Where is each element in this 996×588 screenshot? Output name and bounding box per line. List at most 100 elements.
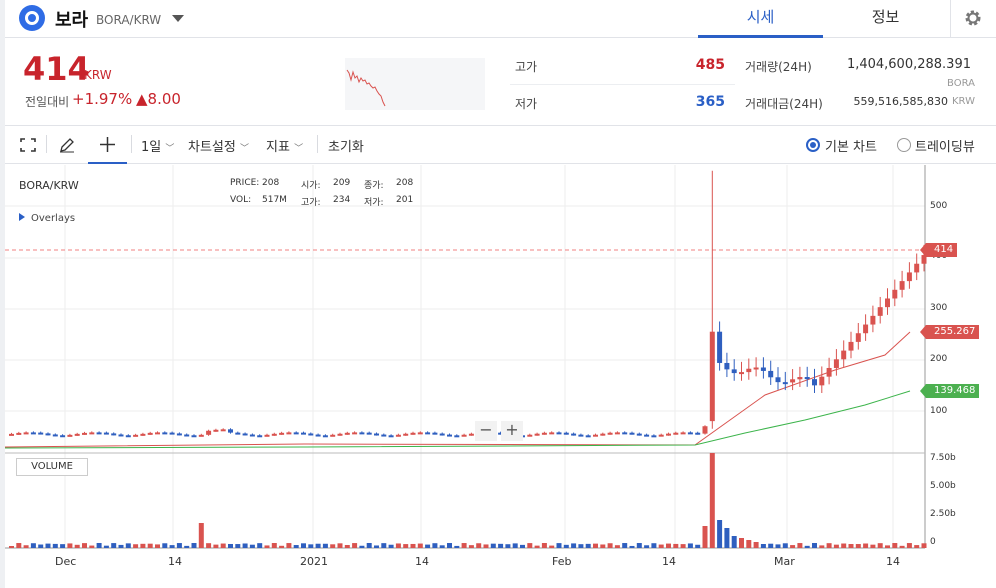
candle-body [279,432,285,435]
candle-body [257,435,263,438]
candle-body [176,433,182,436]
candle-body [724,362,730,370]
reset-button[interactable]: 초기화 [328,140,364,155]
x-tick: Dec [55,555,77,568]
candle-body [600,433,606,436]
indicators-menu[interactable]: 지표 ﹀ [266,136,303,155]
candle-body [103,432,109,435]
x-tick: 14 [886,555,900,568]
candle-body [447,434,452,437]
volume-bar [140,543,146,548]
candle-body [395,434,401,437]
divider [317,135,318,153]
volume-bar [556,543,562,548]
candle-body [308,433,314,436]
volume-bar [359,545,365,548]
volume-bar [877,543,883,548]
fullscreen-icon[interactable] [20,138,36,152]
x-tick: 2021 [300,555,328,568]
ma2-tag: 139.468 [919,384,980,398]
exchange-app: 보라 BORA/KRW 시세 정보 414 KRW 전일대비 +1.97% ▲8… [5,0,996,588]
coin-name: 보라 [55,10,89,31]
tradingview-radio[interactable] [897,138,911,152]
candle-body [271,433,277,436]
candle-body [906,272,912,282]
volume-bar [96,543,102,548]
candle-body [454,435,460,438]
volume-bar [812,543,817,548]
candle-body [885,298,890,308]
chart-settings-menu[interactable]: 차트설정 ﹀ [188,136,249,155]
candle-body [556,432,562,435]
ohlc-low: 201 [396,195,414,205]
volume-bar [549,545,555,548]
indicators-label: 지표 [266,140,290,155]
volume-bar [60,544,66,548]
x-tick: 14 [415,555,429,568]
candle-body [9,433,14,436]
volume-bar [315,543,321,548]
candle-body [666,433,671,436]
overlays-toggle[interactable]: Overlays [19,213,75,224]
volume-bar [687,543,693,548]
candle-body [563,432,569,435]
volume-bar [841,543,847,548]
volume-bar [38,544,44,548]
candle-body [731,369,737,374]
candle-body [249,434,255,437]
candle-body [67,434,73,437]
candle-body [644,434,650,437]
candle-body [403,433,409,436]
volume-bar [220,543,226,548]
candle-body [892,289,898,299]
candle-body [651,435,657,438]
volume-unit: BORA [947,78,975,89]
volume-bar [82,543,87,548]
candle-body [198,434,204,437]
volume-bar [344,545,350,548]
candle-body [125,435,131,438]
candle-body [45,433,51,436]
chevron-down-icon: ﹀ [239,144,249,154]
volume-bar [702,526,708,548]
volume-bar [286,543,292,548]
candle-body [220,429,226,432]
bora-logo-icon [19,5,45,31]
basic-chart-radio[interactable] [806,138,820,152]
volume-bar [439,545,445,548]
candle-body [228,429,233,433]
x-tick: 14 [168,555,182,568]
volume-bar [249,544,255,548]
zoom-in-button[interactable]: + [501,421,523,441]
volume-value: 1,404,600,288.391 [846,57,971,72]
x-tick: Feb [552,555,572,568]
candle-body [425,432,431,435]
volume-bar [775,544,781,548]
volume-bar [322,543,328,548]
chevron-down-icon: ﹀ [294,144,304,154]
pencil-icon[interactable] [59,137,75,153]
tradingview-label[interactable]: 트레이딩뷰 [915,140,975,155]
volume-bar [425,544,431,548]
interval-select[interactable]: 1일 ﹀ [141,136,174,155]
candle-body [753,367,759,370]
candle-body [133,434,139,437]
candle-body [498,432,504,435]
basic-chart-label[interactable]: 기본 차트 [825,140,877,155]
tab-market[interactable]: 시세 [698,0,823,38]
volume-bar [352,543,358,548]
volume-bar [622,543,628,548]
candle-body [841,350,847,360]
volume-bar [571,543,577,548]
volume-bar [541,543,547,548]
price-chart[interactable]: BORA/KRW PRICE: 208 시가: 209 종가: 208 VOL:… [5,165,996,588]
candlestick-chart[interactable] [5,165,996,588]
tab-info[interactable]: 정보 [871,8,900,26]
y-tick: 200 [930,354,948,364]
candle-body [549,432,555,435]
chevron-down-icon[interactable] [172,15,184,22]
gear-icon[interactable] [963,8,983,28]
zoom-out-button[interactable]: − [475,421,497,441]
crosshair-tool[interactable] [88,126,127,164]
volume-bar [330,544,336,548]
